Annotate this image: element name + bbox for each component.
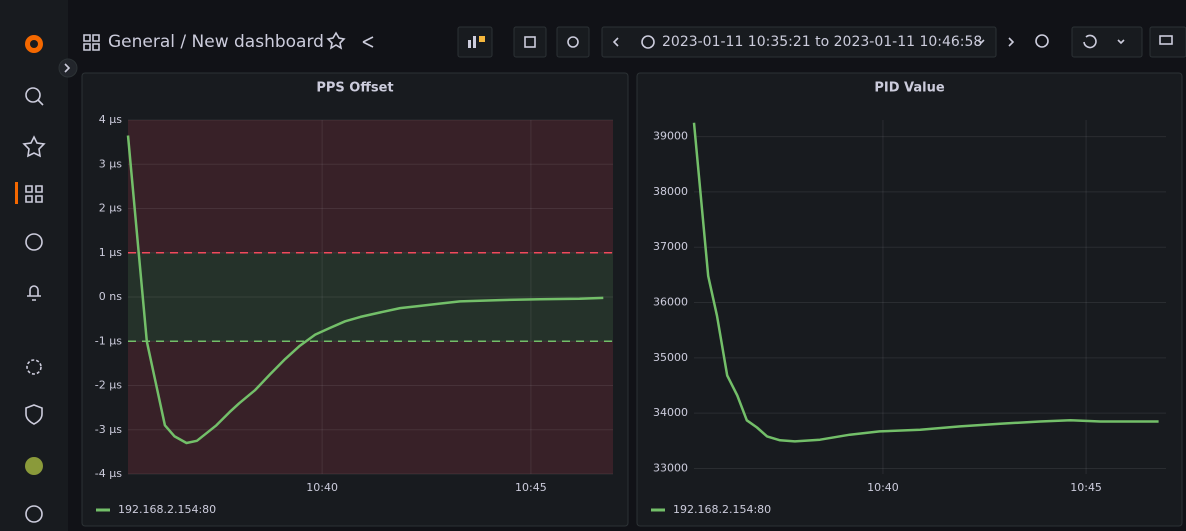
legend-label[interactable]: 192.168.2.154:80 bbox=[118, 503, 216, 516]
refresh-button[interactable] bbox=[1072, 27, 1142, 57]
x-tick-label: 10:40 bbox=[306, 481, 338, 494]
x-tick-label: 10:45 bbox=[1070, 481, 1102, 494]
legend-swatch bbox=[96, 509, 110, 512]
y-tick-label: 35000 bbox=[653, 351, 688, 364]
legend-swatch bbox=[651, 509, 665, 512]
y-tick-label: 2 µs bbox=[99, 202, 122, 215]
y-tick-label: -3 µs bbox=[95, 423, 122, 436]
y-tick-label: 38000 bbox=[653, 185, 688, 198]
dashboard: General / New dashboard 2023-01-11 10:35… bbox=[0, 0, 1186, 531]
threshold-region bbox=[128, 120, 613, 253]
time-range[interactable]: 2023-01-11 10:35:21 to 2023-01-11 10:46:… bbox=[662, 34, 982, 50]
x-tick-label: 10:40 bbox=[867, 481, 899, 494]
panel-title[interactable]: PID Value bbox=[874, 81, 945, 96]
y-tick-label: 34000 bbox=[653, 406, 688, 419]
panel-title[interactable]: PPS Offset bbox=[316, 81, 393, 96]
y-tick-label: 33000 bbox=[653, 461, 688, 474]
dashboard-title[interactable]: General / New dashboard bbox=[108, 32, 324, 52]
settings-button[interactable] bbox=[557, 27, 589, 57]
active-indicator bbox=[15, 182, 18, 204]
y-tick-label: 4 µs bbox=[99, 113, 122, 126]
add-panel-icon bbox=[468, 40, 471, 48]
tv-mode-button[interactable] bbox=[1150, 27, 1186, 57]
add-panel-icon bbox=[479, 36, 485, 42]
y-tick-label: 36000 bbox=[653, 296, 688, 309]
threshold-region bbox=[128, 341, 613, 474]
avatar[interactable] bbox=[25, 457, 43, 475]
add-panel-icon bbox=[473, 36, 476, 48]
y-tick-label: -1 µs bbox=[95, 334, 122, 347]
save-button[interactable] bbox=[514, 27, 546, 57]
legend-label[interactable]: 192.168.2.154:80 bbox=[673, 503, 771, 516]
x-tick-label: 10:45 bbox=[515, 481, 547, 494]
y-tick-label: -4 µs bbox=[95, 467, 122, 480]
logo-inner bbox=[30, 40, 38, 48]
y-tick-label: 0 ns bbox=[99, 290, 122, 303]
y-tick-label: 39000 bbox=[653, 130, 688, 143]
sidebar bbox=[0, 0, 68, 531]
y-tick-label: 37000 bbox=[653, 240, 688, 253]
y-tick-label: 3 µs bbox=[99, 157, 122, 170]
panel bbox=[637, 73, 1182, 526]
y-tick-label: 1 µs bbox=[99, 246, 122, 259]
y-tick-label: -2 µs bbox=[95, 379, 122, 392]
